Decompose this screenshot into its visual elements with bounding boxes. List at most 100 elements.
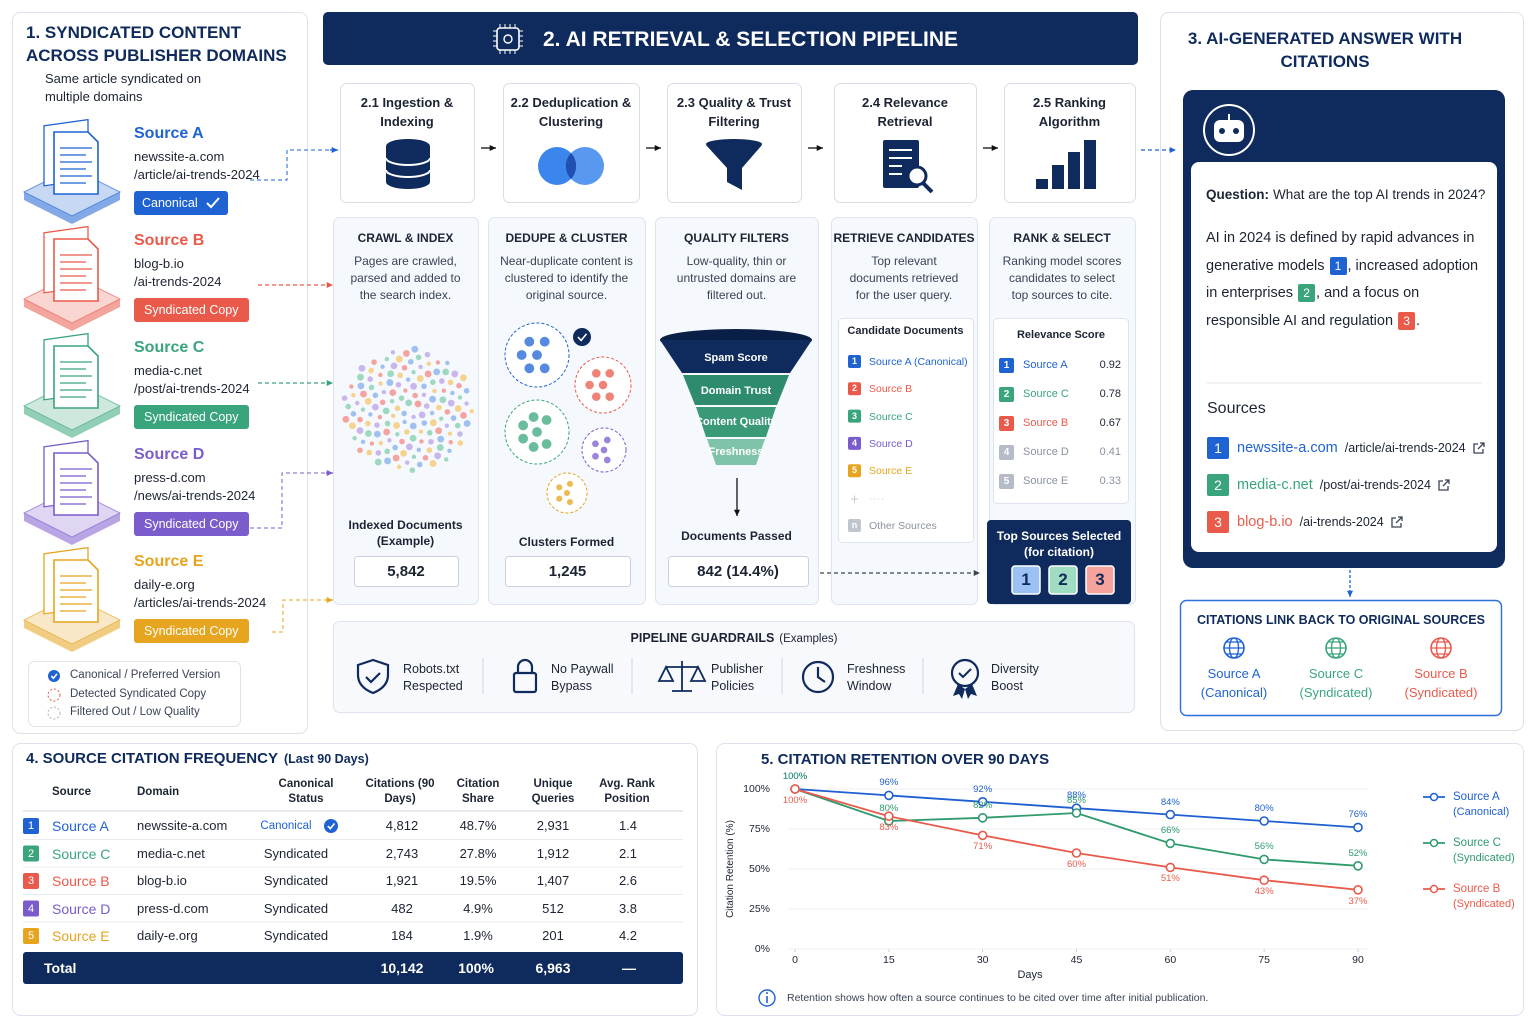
index-dot [379,399,386,406]
answer-segment: AI in 2024 is defined by rapid advances … [1206,230,1475,274]
index-dot [395,432,400,437]
badge-text: Canonical [142,196,198,210]
legend-marker [1429,884,1439,894]
flow-arrow-head [733,509,741,516]
cell-queries: 512 [542,900,564,916]
source-name: Source C [134,339,205,356]
index-dot [421,383,427,390]
index-dot [411,345,419,353]
document [53,559,99,623]
database-ring [385,169,431,178]
index-dot [374,458,382,466]
index-dot [412,392,418,399]
index-dot [382,407,390,415]
index-dot [403,388,408,393]
column-header: Domain [137,786,180,798]
index-dot [364,397,372,405]
cluster-dot [539,363,550,374]
cluster-dot [528,412,539,422]
index-dot [368,367,374,374]
platform-side [24,299,120,331]
y-axis-label: Citation Retention (%) [725,820,736,918]
external-link-icon [1391,515,1403,528]
selected-title: Top Sources Selected (for citation) [996,529,1122,559]
guardrails-heading: PIPELINE GUARDRAILS [630,631,775,645]
shield-icon [356,658,390,695]
robot-eye [1219,128,1225,134]
legend-label: Canonical / Preferred Version [70,669,221,681]
source-badge: Syndicated Copy [134,512,249,536]
cluster-dot [541,415,552,425]
index-dot [374,422,380,428]
clock-hands [816,667,826,683]
rank-label: Source E [1023,475,1069,487]
column-header: Avg. Rank Position [599,778,655,805]
document [53,238,99,302]
step-arrow-head [816,144,823,152]
cell-status: Canonical [260,820,312,832]
cluster-dot [516,350,527,360]
connector-head [1346,590,1354,597]
cell-domain: newssite-a.com [137,818,228,833]
cluster-dot [524,336,535,347]
index-dot [433,368,441,376]
stage-heading: RETRIEVE CANDIDATES [833,231,975,245]
index-dot [435,360,441,365]
data-label: 60% [1066,859,1086,870]
candidate-num: n [851,520,858,530]
index-dot [357,373,364,381]
source-badge: Canonical [134,191,228,215]
index-dot [350,411,357,417]
index-dot [367,376,373,382]
index-dot [349,384,354,389]
index-dot [450,415,457,421]
row-num: 1 [27,820,35,832]
panel-subtitle: Same article syndicated on multiple doma… [45,71,202,104]
candidate-label: Source B [869,383,913,396]
chart-title: 5. CITATION RETENTION OVER 90 DAYS [761,751,1050,768]
y-tick-label: 50% [748,863,770,875]
index-dot [463,388,470,394]
source-domain: newssite-a.com [1237,440,1338,456]
index-dot [345,403,352,410]
index-dot [392,444,398,451]
metric-box [354,556,459,587]
index-dot [414,400,422,408]
cluster-dot [598,380,608,390]
cluster-dot [532,350,542,360]
data-point [1071,808,1082,818]
index-dot [422,454,429,461]
badge-icon [950,658,980,688]
connector [272,599,326,633]
info-icon [766,992,768,994]
candidate-badge [848,382,861,396]
rank-label: Source C [1023,388,1069,400]
step-box [1004,83,1136,203]
connector-head [973,569,980,577]
rank-num: 2 [1003,389,1010,400]
index-dot [360,390,367,398]
venn-icon [538,147,576,185]
cluster-dot [600,446,608,454]
index-dot [421,392,427,398]
badge-text: Syndicated Copy [144,410,239,424]
index-dot [447,379,454,386]
index-dot [469,408,474,414]
legend-name: Source C [1453,837,1501,849]
metric-value: 1,245 [548,563,587,580]
rank-score: 0.41 [1099,446,1121,458]
source-badge: Syndicated Copy [134,298,249,322]
panel-title: 1. SYNDICATED CONTENT ACROSS PUBLISHER D… [26,23,287,65]
rank-score: 0.67 [1099,417,1121,429]
connector-head [326,281,333,289]
cluster-dot [532,427,542,437]
index-dot [386,379,394,386]
selected-num: 2 [1058,570,1068,589]
scales-icon [657,661,707,692]
candidate-badge [848,436,861,450]
cell-citations: 2,743 [385,845,419,861]
legend-box [28,661,241,727]
index-dot [383,428,391,436]
cluster-dot [591,392,601,401]
cell-queries: 1,912 [536,845,570,861]
